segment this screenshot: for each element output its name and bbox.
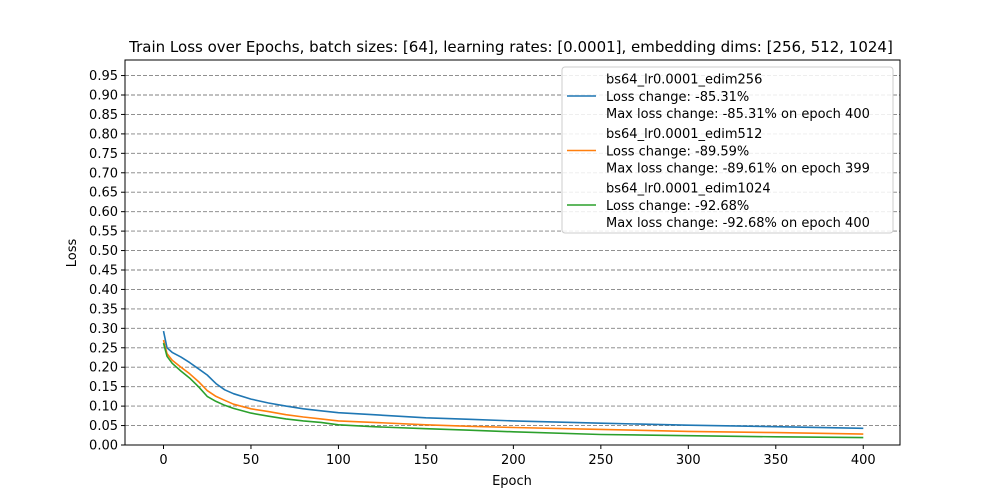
y-tick-label: 0.65 <box>89 186 118 201</box>
y-tick-label: 0.60 <box>89 205 118 220</box>
series-line-1 <box>162 330 864 430</box>
legend-text: bs64_lr0.0001_edim256 <box>606 73 762 88</box>
y-tick-label: 0.50 <box>89 244 118 259</box>
x-tick-label: 100 <box>326 453 351 468</box>
plot-frame <box>124 59 901 446</box>
legend-text: Max loss change: -89.61% on epoch 399 <box>606 162 870 177</box>
x-tick-label: 350 <box>763 453 788 468</box>
y-tick-label: 0.40 <box>89 283 118 298</box>
chart-title: Train Loss over Epochs, batch sizes: [64… <box>128 38 893 56</box>
legend: bs64_lr0.0001_edim256 Loss change: -85.31… <box>561 66 894 234</box>
x-axis-ticks: 0 50 100 150 200 250 300 350 400 <box>159 445 876 468</box>
y-tick-label: 0.15 <box>89 380 118 395</box>
legend-text: bs64_lr0.0001_edim1024 <box>606 182 771 197</box>
x-tick-label: 200 <box>501 453 526 468</box>
legend-text: Loss change: -92.68% <box>606 199 749 214</box>
y-tick-label: 0.20 <box>89 361 118 376</box>
series-line-3 <box>162 342 864 439</box>
series-lines <box>162 330 864 439</box>
y-tick-label: 0.90 <box>89 89 118 104</box>
y-tick-label: 0.00 <box>89 439 118 454</box>
y-tick-label: 0.55 <box>89 225 118 240</box>
y-tick-label: 0.80 <box>89 127 118 142</box>
x-tick-label: 150 <box>413 453 438 468</box>
y-axis-label: Loss <box>65 239 80 268</box>
y-axis-ticks: 0.00 0.05 0.10 0.15 0.20 0.25 0.30 0.35 0.40 0.45… <box>89 69 125 454</box>
x-tick-label: 250 <box>588 453 613 468</box>
y-tick-label: 0.30 <box>89 322 118 337</box>
legend-text: Loss change: -85.31% <box>606 90 749 105</box>
legend-box <box>561 66 894 234</box>
x-tick-label: 300 <box>676 453 701 468</box>
legend-text: bs64_lr0.0001_edim512 <box>606 127 762 142</box>
y-tick-label: 0.35 <box>89 302 118 317</box>
y-tick-label: 0.05 <box>89 419 118 434</box>
y-tick-label: 0.10 <box>89 400 118 415</box>
x-tick-label: 0 <box>159 453 167 468</box>
series-line-2 <box>162 339 864 435</box>
legend-text: Max loss change: -92.68% on epoch 400 <box>606 216 870 231</box>
legend-text: Max loss change: -85.31% on epoch 400 <box>606 107 870 122</box>
y-tick-label: 0.45 <box>89 264 118 279</box>
x-tick-label: 400 <box>851 453 876 468</box>
legend-text: Loss change: -89.59% <box>606 144 749 159</box>
y-tick-label: 0.95 <box>89 69 118 84</box>
y-tick-label: 0.25 <box>89 341 118 356</box>
y-tick-label: 0.75 <box>89 147 118 162</box>
x-tick-label: 50 <box>243 453 260 468</box>
y-tick-label: 0.85 <box>89 108 118 123</box>
x-axis-label: Epoch <box>492 474 532 489</box>
y-tick-label: 0.70 <box>89 166 118 181</box>
